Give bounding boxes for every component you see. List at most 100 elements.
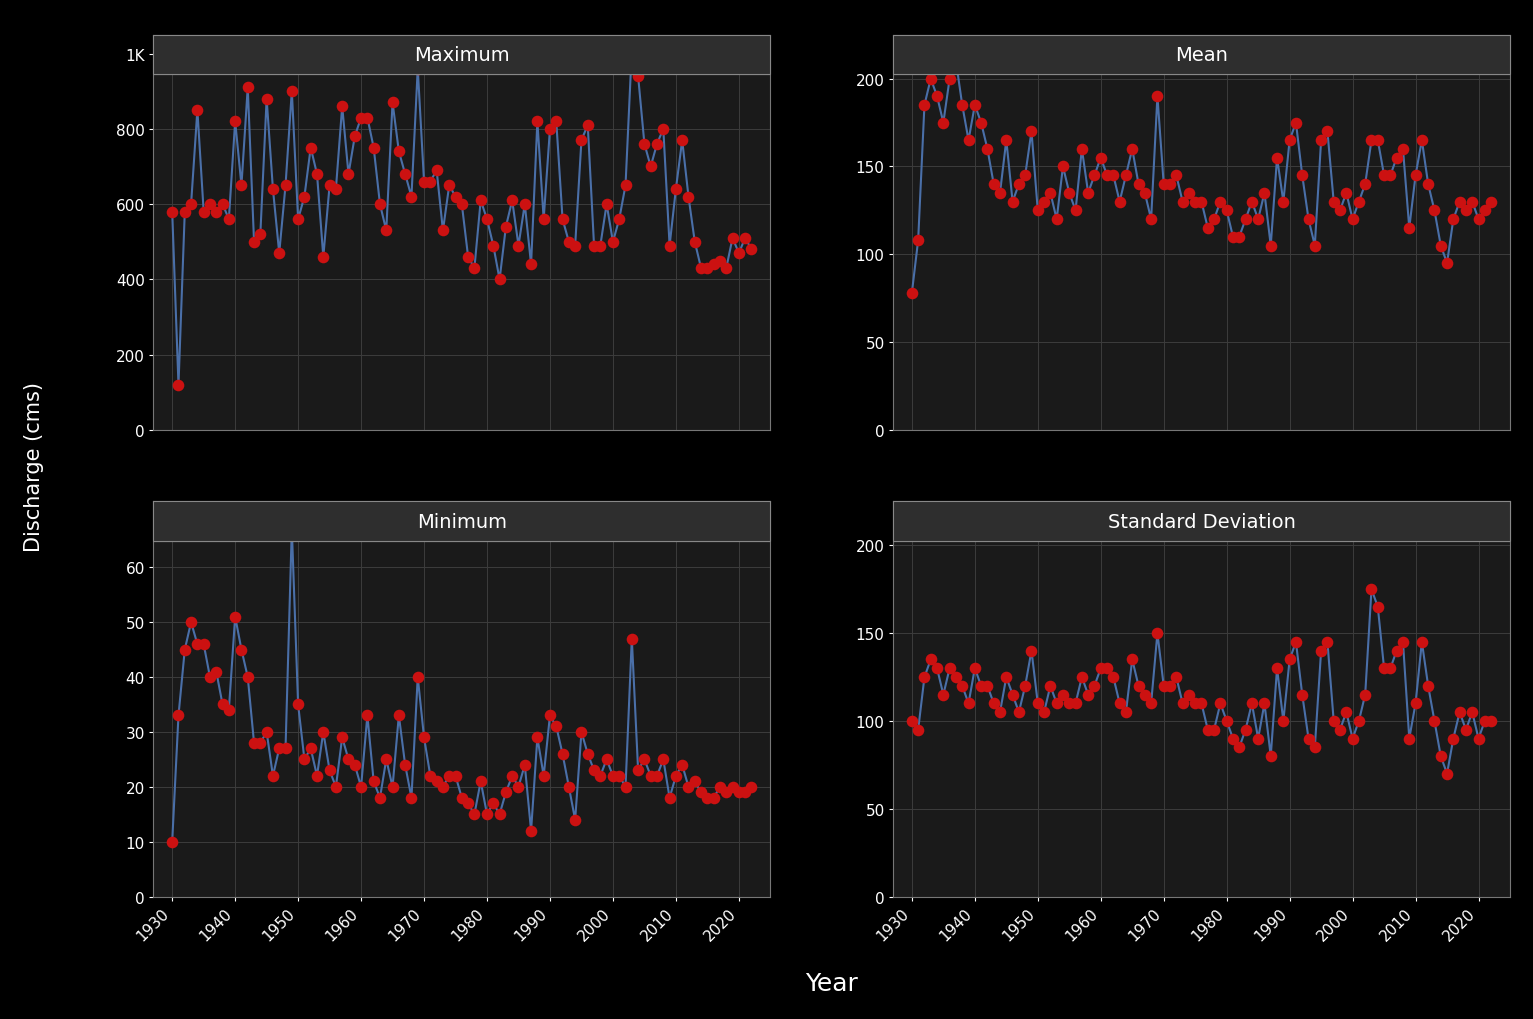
- Point: [1265, 660, 1289, 677]
- Point: [1001, 687, 1026, 703]
- Point: [1107, 195, 1131, 211]
- Point: [192, 636, 216, 652]
- FancyBboxPatch shape: [153, 36, 770, 75]
- Point: [950, 678, 975, 694]
- Point: [1050, 687, 1075, 703]
- Point: [1157, 176, 1182, 193]
- Point: [638, 159, 662, 175]
- Point: [1113, 168, 1137, 184]
- Point: [1088, 660, 1113, 677]
- Point: [1346, 195, 1371, 211]
- Point: [1441, 731, 1466, 747]
- Text: Mean: Mean: [1176, 46, 1228, 65]
- Point: [1019, 643, 1044, 659]
- Point: [1416, 678, 1441, 694]
- Point: [1378, 168, 1403, 184]
- Point: [1309, 132, 1334, 149]
- Point: [1321, 195, 1346, 211]
- Point: [702, 257, 727, 273]
- Point: [1246, 731, 1271, 747]
- Point: [248, 735, 273, 751]
- Point: [173, 642, 198, 658]
- Point: [481, 238, 506, 255]
- Point: [1252, 185, 1277, 202]
- Point: [595, 197, 619, 213]
- Point: [652, 121, 676, 138]
- Point: [1303, 238, 1328, 255]
- Point: [1315, 634, 1340, 650]
- Point: [589, 238, 613, 255]
- Point: [185, 103, 210, 119]
- Point: [437, 768, 461, 785]
- Point: [273, 178, 297, 195]
- Point: [242, 735, 267, 751]
- Point: [500, 193, 524, 209]
- Point: [210, 197, 235, 213]
- Point: [500, 768, 524, 785]
- Point: [1410, 132, 1435, 149]
- Point: [931, 115, 955, 131]
- Point: [937, 71, 961, 88]
- Point: [1447, 704, 1472, 720]
- Point: [230, 642, 254, 658]
- Point: [317, 762, 342, 779]
- Text: Minimum: Minimum: [417, 513, 507, 531]
- Point: [1453, 721, 1478, 738]
- Point: [670, 132, 694, 149]
- Point: [969, 115, 993, 131]
- Point: [1297, 731, 1321, 747]
- Point: [544, 114, 569, 130]
- Point: [1435, 256, 1459, 272]
- Point: [267, 741, 291, 757]
- Point: [1340, 731, 1364, 747]
- Point: [1151, 176, 1176, 193]
- Point: [931, 687, 955, 703]
- Text: Discharge (cms): Discharge (cms): [23, 381, 44, 551]
- Point: [293, 190, 317, 206]
- Point: [216, 702, 241, 718]
- Point: [1139, 212, 1164, 228]
- Point: [311, 725, 336, 741]
- Point: [285, 212, 310, 228]
- Point: [601, 234, 625, 251]
- Point: [1466, 212, 1490, 228]
- Point: [1196, 721, 1220, 738]
- Point: [1113, 704, 1137, 720]
- Point: [1064, 696, 1088, 712]
- Point: [419, 768, 443, 785]
- Point: [981, 176, 1006, 193]
- Text: Year: Year: [805, 971, 858, 996]
- Point: [374, 751, 399, 767]
- Point: [950, 98, 975, 114]
- Point: [1259, 748, 1283, 764]
- Point: [638, 768, 662, 785]
- Point: [305, 167, 330, 183]
- Point: [613, 178, 638, 195]
- Point: [248, 227, 273, 244]
- Point: [532, 212, 556, 228]
- Point: [506, 779, 530, 795]
- Point: [645, 137, 670, 153]
- Point: [1145, 626, 1170, 642]
- Point: [1328, 721, 1352, 738]
- Point: [721, 230, 745, 247]
- Point: [1372, 168, 1397, 184]
- Point: [1479, 195, 1504, 211]
- Point: [412, 730, 437, 746]
- Point: [1366, 132, 1390, 149]
- Point: [204, 204, 228, 220]
- Point: [1190, 195, 1214, 211]
- Point: [279, 84, 304, 100]
- Point: [1076, 687, 1101, 703]
- Point: [676, 779, 701, 795]
- Point: [1044, 212, 1069, 228]
- Point: [210, 697, 235, 713]
- Point: [918, 652, 943, 668]
- Point: [975, 142, 1000, 158]
- Point: [198, 197, 222, 213]
- Point: [613, 779, 638, 795]
- Point: [658, 790, 682, 806]
- Point: [261, 181, 285, 198]
- Point: [166, 377, 190, 393]
- Point: [518, 822, 543, 839]
